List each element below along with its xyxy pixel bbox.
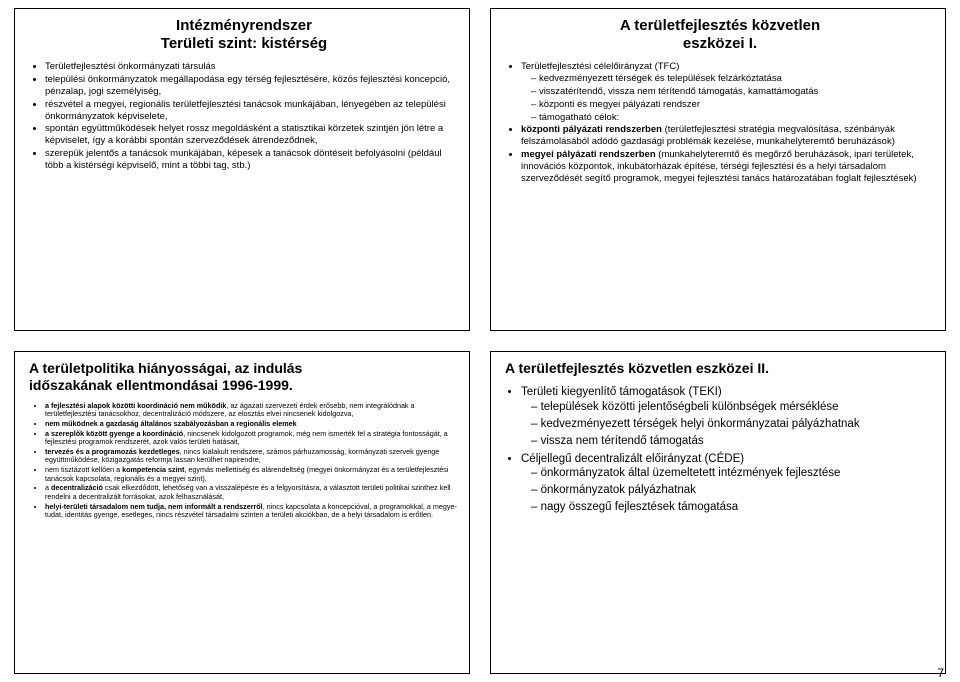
item-text: helyi-területi társadalom nem tudja, nem…: [45, 502, 457, 520]
sub-text: vissza nem térítendő támogatás: [541, 435, 704, 447]
sub-text: kedvezményezett térségek és települések …: [539, 73, 782, 84]
panel-top-left: Intézményrendszer Területi szint: kistér…: [14, 8, 470, 331]
list-item: Céljellegű decentralizált előirányzat (C…: [521, 452, 935, 516]
sub-text: visszatérítendő, vissza nem térítendő tá…: [539, 86, 818, 97]
sub-item: önkormányzatok pályázhatnak: [531, 483, 935, 498]
sub-text: önkormányzatok pályázhatnak: [541, 484, 696, 496]
item-text: a decentralizáció csak elkezdődött, lehe…: [45, 483, 451, 501]
sub-item: központi és megyei pályázati rendszer: [531, 99, 935, 111]
title-line-1: A területfejlesztés közvetlen: [620, 17, 820, 34]
list-item: a decentralizáció csak elkezdődött, lehe…: [45, 484, 459, 501]
item-text: szerepük jelentős a tanácsok munkájában,…: [45, 148, 442, 171]
item-text: központi pályázati rendszerben (területf…: [521, 124, 895, 147]
panel-bottom-right: A területfejlesztés közvetlen eszközei I…: [490, 351, 946, 674]
list-item: Területfejlesztési önkormányzati társulá…: [45, 61, 459, 73]
sub-text: támogatható célok:: [539, 112, 619, 123]
item-text: részvétel a megyei, regionális területfe…: [45, 99, 446, 122]
title-line-2: időszakának ellentmondásai 1996-1999.: [29, 377, 293, 393]
list-item: szerepük jelentős a tanácsok munkájában,…: [45, 148, 459, 172]
sub-item: önkormányzatok által üzemeltetett intézm…: [531, 466, 935, 481]
title-text: A területfejlesztés közvetlen eszközei I…: [505, 360, 769, 376]
list-item: nem működnek a gazdaság általános szabál…: [45, 420, 459, 429]
sub-item: települések közötti jelentőségbeli külön…: [531, 400, 935, 415]
item-text: Területi kiegyenlítő támogatások (TEKI): [521, 386, 722, 398]
page-number: 7: [937, 666, 944, 680]
sub-item: kedvezményezett térségek és települések …: [531, 73, 935, 85]
title-bottom-left: A területpolitika hiányosságai, az indul…: [29, 360, 459, 394]
item-text: nem tisztázott kellően a kompetencia szi…: [45, 465, 449, 483]
list-item: a fejlesztési alapok közötti koordináció…: [45, 402, 459, 419]
list-bottom-right: Területi kiegyenlítő támogatások (TEKI) …: [505, 385, 935, 516]
panel-top-right: A területfejlesztés közvetlen eszközei I…: [490, 8, 946, 331]
list-item: helyi-területi társadalom nem tudja, nem…: [45, 503, 459, 520]
list-top-right: Területfejlesztési célelőirányzat (TFC) …: [505, 61, 935, 185]
item-text: Területfejlesztési célelőirányzat (TFC): [521, 61, 679, 72]
list-item: Területi kiegyenlítő támogatások (TEKI) …: [521, 385, 935, 449]
list-item: nem tisztázott kellően a kompetencia szi…: [45, 466, 459, 483]
title-top-right: A területfejlesztés közvetlen eszközei I…: [505, 17, 935, 53]
list-item: települési önkormányzatok megállapodása …: [45, 74, 459, 98]
item-text: települési önkormányzatok megállapodása …: [45, 74, 450, 97]
title-line-2: Területi szint: kistérség: [161, 35, 327, 52]
list-item: tervezés és a programozás kezdetleges, n…: [45, 448, 459, 465]
list-item: spontán együttműködések helyet rossz meg…: [45, 123, 459, 147]
sub-item: nagy összegű fejlesztések támogatása: [531, 500, 935, 515]
item-text: spontán együttműködések helyet rossz meg…: [45, 123, 443, 146]
sub-item: vissza nem térítendő támogatás: [531, 434, 935, 449]
title-line-1: Intézményrendszer: [176, 17, 312, 34]
sublist: önkormányzatok által üzemeltetett intézm…: [521, 466, 935, 515]
sub-text: kedvezményezett térségek helyi önkormány…: [541, 418, 860, 430]
sub-text: nagy összegű fejlesztések támogatása: [541, 501, 739, 513]
item-text: megyei pályázati rendszerben (munkahelyt…: [521, 149, 917, 184]
list-bottom-left: a fejlesztési alapok közötti koordináció…: [29, 402, 459, 520]
sub-item: támogatható célok:: [531, 112, 935, 124]
list-item: Területfejlesztési célelőirányzat (TFC) …: [521, 61, 935, 123]
item-text: tervezés és a programozás kezdetleges, n…: [45, 447, 439, 465]
sublist: települések közötti jelentőségbeli külön…: [521, 400, 935, 449]
sub-text: központi és megyei pályázati rendszer: [539, 99, 700, 110]
list-top-left: Területfejlesztési önkormányzati társulá…: [29, 61, 459, 172]
item-text: a szereplők között gyenge a koordináció,…: [45, 429, 448, 447]
slide-grid: Intézményrendszer Területi szint: kistér…: [0, 0, 960, 682]
sub-text: önkormányzatok által üzemeltetett intézm…: [541, 467, 841, 479]
title-line-1: A területpolitika hiányosságai, az indul…: [29, 360, 302, 376]
sub-item: kedvezményezett térségek helyi önkormány…: [531, 417, 935, 432]
list-item: részvétel a megyei, regionális területfe…: [45, 99, 459, 123]
title-bottom-right: A területfejlesztés közvetlen eszközei I…: [505, 360, 935, 377]
item-text: Céljellegű decentralizált előirányzat (C…: [521, 453, 744, 465]
panel-bottom-left: A területpolitika hiányosságai, az indul…: [14, 351, 470, 674]
item-text: a fejlesztési alapok közötti koordináció…: [45, 401, 415, 419]
title-top-left: Intézményrendszer Területi szint: kistér…: [29, 17, 459, 53]
item-text: nem működnek a gazdaság általános szabál…: [45, 419, 297, 428]
sublist: kedvezményezett térségek és települések …: [521, 73, 935, 124]
list-item: megyei pályázati rendszerben (munkahelyt…: [521, 149, 935, 185]
list-item: a szereplők között gyenge a koordináció,…: [45, 430, 459, 447]
list-item: központi pályázati rendszerben (területf…: [521, 124, 935, 148]
sub-item: visszatérítendő, vissza nem térítendő tá…: [531, 86, 935, 98]
item-text: Területfejlesztési önkormányzati társulá…: [45, 61, 216, 72]
sub-text: települések közötti jelentőségbeli külön…: [541, 401, 839, 413]
title-line-2: eszközei I.: [683, 35, 757, 52]
